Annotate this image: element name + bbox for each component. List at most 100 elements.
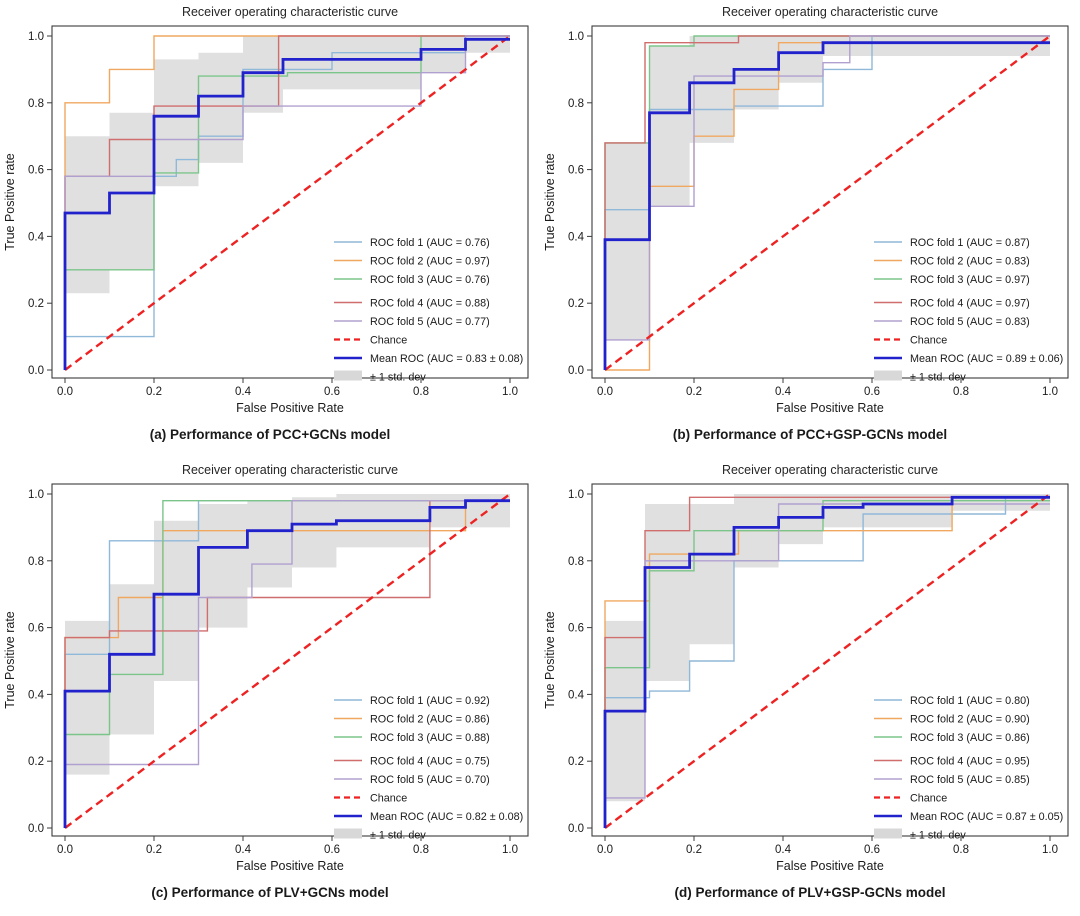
legend-fold-1-label: ROC fold 1 (AUC = 0.87) [910,237,1030,249]
legend-chance-label: Chance [370,335,407,347]
x-axis-label: False Positive Rate [236,401,344,415]
legend-fold-5-label: ROC fold 5 (AUC = 0.85) [910,774,1030,786]
y-tick-label: 0.6 [568,623,584,635]
x-tick-label: 0.6 [324,844,340,856]
roc-fold-line-2 [604,496,1050,828]
roc-chart-c: 0.0 0.2 0.4 0.6 0.8 1.0 0.0 0.2 0.4 0.6 0.8 1.0 Rece… [3,463,529,873]
x-tick-label: 0.0 [57,844,73,856]
y-tick-label: 0.4 [568,689,585,701]
x-tick-label: 0.8 [413,844,429,856]
chart-title: Receiver operating characteristic curve [722,5,938,19]
y-tick-label: 0.0 [28,823,44,835]
x-tick-label: 0.8 [413,386,429,398]
panel-caption-c: (c) Performance of PLV+GCNs model [151,885,389,900]
y-tick-label: 0.8 [568,556,584,568]
y-tick-label: 1.0 [568,489,584,501]
chance-line [604,35,1051,371]
legend-fold-1-label: ROC fold 1 (AUC = 0.92) [370,695,490,707]
roc-panel-b: 0.0 0.2 0.4 0.6 0.8 1.0 0.0 0.2 0.4 0.6 0.8 1.0 Rece… [540,0,1080,458]
legend-fold-2-label: ROC fold 2 (AUC = 0.97) [370,256,490,268]
legend-fold-4-label: ROC fold 4 (AUC = 0.95) [910,756,1030,768]
x-tick-label: 0.2 [146,386,162,398]
legend-std-band-swatch [874,370,902,381]
legend-fold-1-label: ROC fold 1 (AUC = 0.80) [910,695,1030,707]
chart-title: Receiver operating characteristic curve [722,463,938,477]
chance-line [604,493,1051,829]
y-tick-label: 1.0 [28,31,44,43]
std-dev-band [605,36,1050,340]
axes-spines [591,25,1069,379]
legend-fold-2-label: ROC fold 2 (AUC = 0.83) [910,256,1030,268]
legend-fold-3-label: ROC fold 3 (AUC = 0.88) [370,732,490,744]
panel-caption-a: (a) Performance of PCC+GCNs model [149,427,391,442]
roc-chart-b: 0.0 0.2 0.4 0.6 0.8 1.0 0.0 0.2 0.4 0.6 0.8 1.0 Rece… [543,5,1069,415]
roc-fold-line-4 [64,500,510,828]
x-tick-label: 1.0 [502,386,518,398]
x-tick-label: 0.4 [775,844,792,856]
legend-mean-roc-label: Mean ROC (AUC = 0.87 ± 0.05) [910,811,1063,823]
y-tick-label: 1.0 [568,31,584,43]
legend-chance-label: Chance [910,335,947,347]
x-tick-label: 0.6 [864,386,880,398]
x-tick-label: 0.8 [953,386,969,398]
legend-std-band-label: ± 1 std. dev [370,372,426,384]
std-dev-band [65,494,510,775]
roc-panel-c: 0.0 0.2 0.4 0.6 0.8 1.0 0.0 0.2 0.4 0.6 0.8 1.0 Rece… [0,458,540,916]
y-tick-label: 0.4 [28,689,45,701]
axes-spines [591,483,1069,837]
y-tick-label: 0.0 [28,365,44,377]
legend-fold-5-label: ROC fold 5 (AUC = 0.70) [370,774,490,786]
y-axis-label: True Positive rate [3,153,17,251]
y-tick-label: 0.2 [568,756,584,768]
x-axis-label: False Positive Rate [236,859,344,873]
roc-panel-d: 0.0 0.2 0.4 0.6 0.8 1.0 0.0 0.2 0.4 0.6 0.8 1.0 Rece… [540,458,1080,916]
legend-fold-5-label: ROC fold 5 (AUC = 0.83) [910,316,1030,328]
x-tick-label: 0.2 [686,386,702,398]
x-tick-label: 1.0 [1042,844,1058,856]
legend-chance-label: Chance [910,793,947,805]
mean-roc-line [63,37,510,370]
roc-chart-a: 0.0 0.2 0.4 0.6 0.8 1.0 0.0 0.2 0.4 0.6 0.8 1.0 Rece… [3,5,529,415]
legend-mean-roc-label: Mean ROC (AUC = 0.82 ± 0.08) [370,811,523,823]
y-tick-label: 0.8 [28,98,44,110]
legend-fold-3-label: ROC fold 3 (AUC = 0.97) [910,274,1030,286]
x-tick-label: 0.4 [235,386,252,398]
roc-fold-line-4 [604,496,1050,828]
legend-fold-1-label: ROC fold 1 (AUC = 0.76) [370,237,490,249]
x-tick-label: 0.4 [235,844,252,856]
mean-roc-line [603,495,1050,828]
std-dev-band [65,36,510,294]
y-tick-label: 0.6 [28,623,44,635]
y-tick-label: 0.6 [568,165,584,177]
legend-fold-4-label: ROC fold 4 (AUC = 0.88) [370,298,490,310]
legend-std-band-swatch [874,828,902,839]
mean-roc-line [63,499,510,828]
panel-caption-b: (b) Performance of PCC+GSP-GCNs model [672,427,948,442]
y-tick-label: 0.2 [28,756,44,768]
legend-fold-4-label: ROC fold 4 (AUC = 0.97) [910,298,1030,310]
x-tick-label: 0.2 [146,844,162,856]
y-tick-label: 0.4 [28,231,45,243]
x-tick-label: 0.4 [775,386,792,398]
legend-mean-roc-label: Mean ROC (AUC = 0.83 ± 0.08) [370,353,523,365]
y-tick-label: 0.6 [28,165,44,177]
x-tick-label: 1.0 [502,844,518,856]
chart-title: Receiver operating characteristic curve [182,5,398,19]
roc-fold-line-4 [604,35,1050,370]
legend-std-band-label: ± 1 std. dev [370,830,426,842]
legend-fold-5-label: ROC fold 5 (AUC = 0.77) [370,316,490,328]
y-tick-label: 1.0 [28,489,44,501]
x-tick-label: 0.8 [953,844,969,856]
panel-caption-d: (d) Performance of PLV+GSP-GCNs model [674,885,946,900]
roc-fold-line-5 [604,35,1050,370]
x-tick-label: 1.0 [1042,386,1058,398]
legend-mean-roc-label: Mean ROC (AUC = 0.89 ± 0.06) [910,353,1063,365]
std-dev-band [605,494,1050,802]
legend-chance-label: Chance [370,793,407,805]
roc-chart-d: 0.0 0.2 0.4 0.6 0.8 1.0 0.0 0.2 0.4 0.6 0.8 1.0 Rece… [543,463,1069,873]
y-tick-label: 0.2 [28,298,44,310]
legend-fold-2-label: ROC fold 2 (AUC = 0.86) [370,714,490,726]
legend-fold-3-label: ROC fold 3 (AUC = 0.86) [910,732,1030,744]
x-tick-label: 0.2 [686,844,702,856]
y-axis-label: True Positive rate [543,611,557,709]
